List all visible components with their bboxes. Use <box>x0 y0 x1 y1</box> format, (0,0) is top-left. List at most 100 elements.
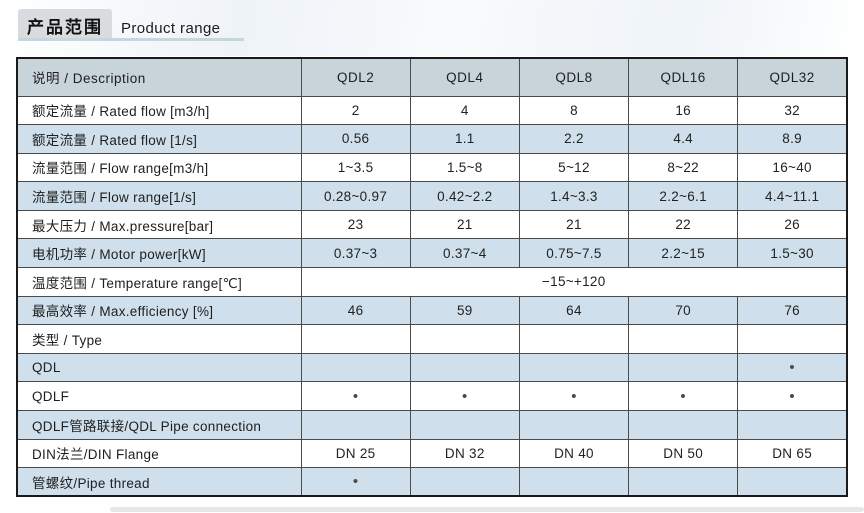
row-label-cell: 类型 / Type <box>16 324 302 354</box>
row-label-cell: 管螺纹/Pipe thread <box>16 467 302 497</box>
value-cell <box>628 410 739 440</box>
bullet-marker-cell: • <box>300 467 411 497</box>
row-label-cell: 温度范围 / Temperature range[℃] <box>16 267 302 297</box>
value-cell <box>409 410 520 440</box>
row-label-cell: 流量范围 / Flow range[m3/h] <box>16 152 302 183</box>
value-cell: 21 <box>518 209 630 240</box>
table-row: 流量范围 / Flow range[1/s] 0.28~0.97 0.42~2.2 1… <box>16 181 848 211</box>
table-row: QDLF • • • • • <box>16 381 848 412</box>
merged-value-cell: −15~+120 <box>300 267 848 297</box>
value-cell: 26 <box>737 209 848 240</box>
page-top-gradient <box>0 0 864 56</box>
description-column-header: 说明 / Description <box>16 57 302 97</box>
value-cell: 1.5~30 <box>737 238 848 269</box>
row-label-cell: QDLF管路联接/QDL Pipe connection <box>16 410 302 440</box>
table-body: 额定流量 / Rated flow [m3/h] 2 4 8 16 32 额定流量 / Ra… <box>16 95 848 497</box>
value-cell: 1.4~3.3 <box>518 181 630 211</box>
value-cell: 1.5~8 <box>409 152 520 183</box>
value-cell: 4.4~11.1 <box>737 181 848 211</box>
table-row: 额定流量 / Rated flow [1/s] 0.56 1.1 2.2 4.4 8.9 <box>16 124 848 154</box>
bottom-divider-bar <box>110 507 864 512</box>
value-cell: 59 <box>409 295 520 326</box>
table-row: 流量范围 / Flow range[m3/h] 1~3.5 1.5~8 5~12 8~2… <box>16 152 848 183</box>
table-row: 最高效率 / Max.efficiency [%] 46 59 64 70 76 <box>16 295 848 326</box>
value-cell <box>737 324 848 354</box>
value-cell: 22 <box>628 209 739 240</box>
value-cell: DN 32 <box>409 438 520 469</box>
value-cell <box>409 324 520 354</box>
value-cell: 21 <box>409 209 520 240</box>
value-cell: 0.37~4 <box>409 238 520 269</box>
value-cell <box>518 410 630 440</box>
value-cell: 2.2 <box>518 124 630 154</box>
table-header: 说明 / Description QDL2 QDL4 QDL8 QDL16 QDL32 <box>16 57 848 97</box>
row-label-cell: 电机功率 / Motor power[kW] <box>16 238 302 269</box>
product-range-table: 说明 / Description QDL2 QDL4 QDL8 QDL16 QDL32 额… <box>16 57 848 498</box>
value-cell <box>628 467 739 497</box>
row-label-cell: 最大压力 / Max.pressure[bar] <box>16 209 302 240</box>
value-cell: 8~22 <box>628 152 739 183</box>
bullet-marker-cell: • <box>737 381 848 412</box>
value-cell <box>737 410 848 440</box>
value-cell: 2.2~6.1 <box>628 181 739 211</box>
value-cell <box>518 467 630 497</box>
value-cell <box>628 352 739 383</box>
value-cell <box>409 352 520 383</box>
value-cell: 0.28~0.97 <box>300 181 411 211</box>
value-cell <box>518 352 630 383</box>
model-column-header: QDL16 <box>628 57 739 97</box>
section-title: 产品范围 Product range <box>18 9 244 43</box>
model-column-header: QDL4 <box>409 57 520 97</box>
table-row: 电机功率 / Motor power[kW] 0.37~3 0.37~4 0.75~7… <box>16 238 848 269</box>
value-cell: 0.42~2.2 <box>409 181 520 211</box>
model-column-header: QDL32 <box>737 57 848 97</box>
value-cell: 2.2~15 <box>628 238 739 269</box>
value-cell: 70 <box>628 295 739 326</box>
value-cell: 4 <box>409 95 520 126</box>
table-row: 额定流量 / Rated flow [m3/h] 2 4 8 16 32 <box>16 95 848 126</box>
bullet-marker-cell: • <box>628 381 739 412</box>
value-cell: 1~3.5 <box>300 152 411 183</box>
table-row: QDL • <box>16 352 848 383</box>
value-cell: 0.75~7.5 <box>518 238 630 269</box>
value-cell: DN 40 <box>518 438 630 469</box>
value-cell: 16~40 <box>737 152 848 183</box>
bullet-marker-cell: • <box>300 381 411 412</box>
value-cell: 23 <box>300 209 411 240</box>
bullet-marker-cell: • <box>518 381 630 412</box>
table-row: DIN法兰/DIN Flange DN 25 DN 32 DN 40 DN 50 DN 6… <box>16 438 848 469</box>
value-cell: 4.4 <box>628 124 739 154</box>
row-label-cell: 最高效率 / Max.efficiency [%] <box>16 295 302 326</box>
value-cell <box>300 324 411 354</box>
row-label-cell: 流量范围 / Flow range[1/s] <box>16 181 302 211</box>
value-cell: 1.1 <box>409 124 520 154</box>
bullet-marker-cell: • <box>737 352 848 383</box>
value-cell: 5~12 <box>518 152 630 183</box>
row-label-cell: 额定流量 / Rated flow [1/s] <box>16 124 302 154</box>
table-row: 类型 / Type <box>16 324 848 354</box>
value-cell: 64 <box>518 295 630 326</box>
table-row: 管螺纹/Pipe thread • <box>16 467 848 497</box>
value-cell <box>518 324 630 354</box>
model-column-header: QDL2 <box>300 57 411 97</box>
value-cell: 76 <box>737 295 848 326</box>
value-cell: DN 50 <box>628 438 739 469</box>
value-cell: 46 <box>300 295 411 326</box>
value-cell <box>300 410 411 440</box>
value-cell <box>300 352 411 383</box>
table-row: QDLF管路联接/QDL Pipe connection <box>16 410 848 440</box>
row-label-cell: QDLF <box>16 381 302 412</box>
value-cell <box>409 467 520 497</box>
value-cell: 2 <box>300 95 411 126</box>
value-cell: 8 <box>518 95 630 126</box>
row-label-cell: DIN法兰/DIN Flange <box>16 438 302 469</box>
row-label-cell: QDL <box>16 352 302 383</box>
table-row: 最大压力 / Max.pressure[bar] 23 21 21 22 26 <box>16 209 848 240</box>
value-cell: 16 <box>628 95 739 126</box>
row-label-cell: 额定流量 / Rated flow [m3/h] <box>16 95 302 126</box>
section-title-cn: 产品范围 <box>18 9 112 41</box>
value-cell: 32 <box>737 95 848 126</box>
value-cell: DN 25 <box>300 438 411 469</box>
bullet-marker-cell: • <box>409 381 520 412</box>
table-row: 温度范围 / Temperature range[℃] −15~+120 <box>16 267 848 297</box>
